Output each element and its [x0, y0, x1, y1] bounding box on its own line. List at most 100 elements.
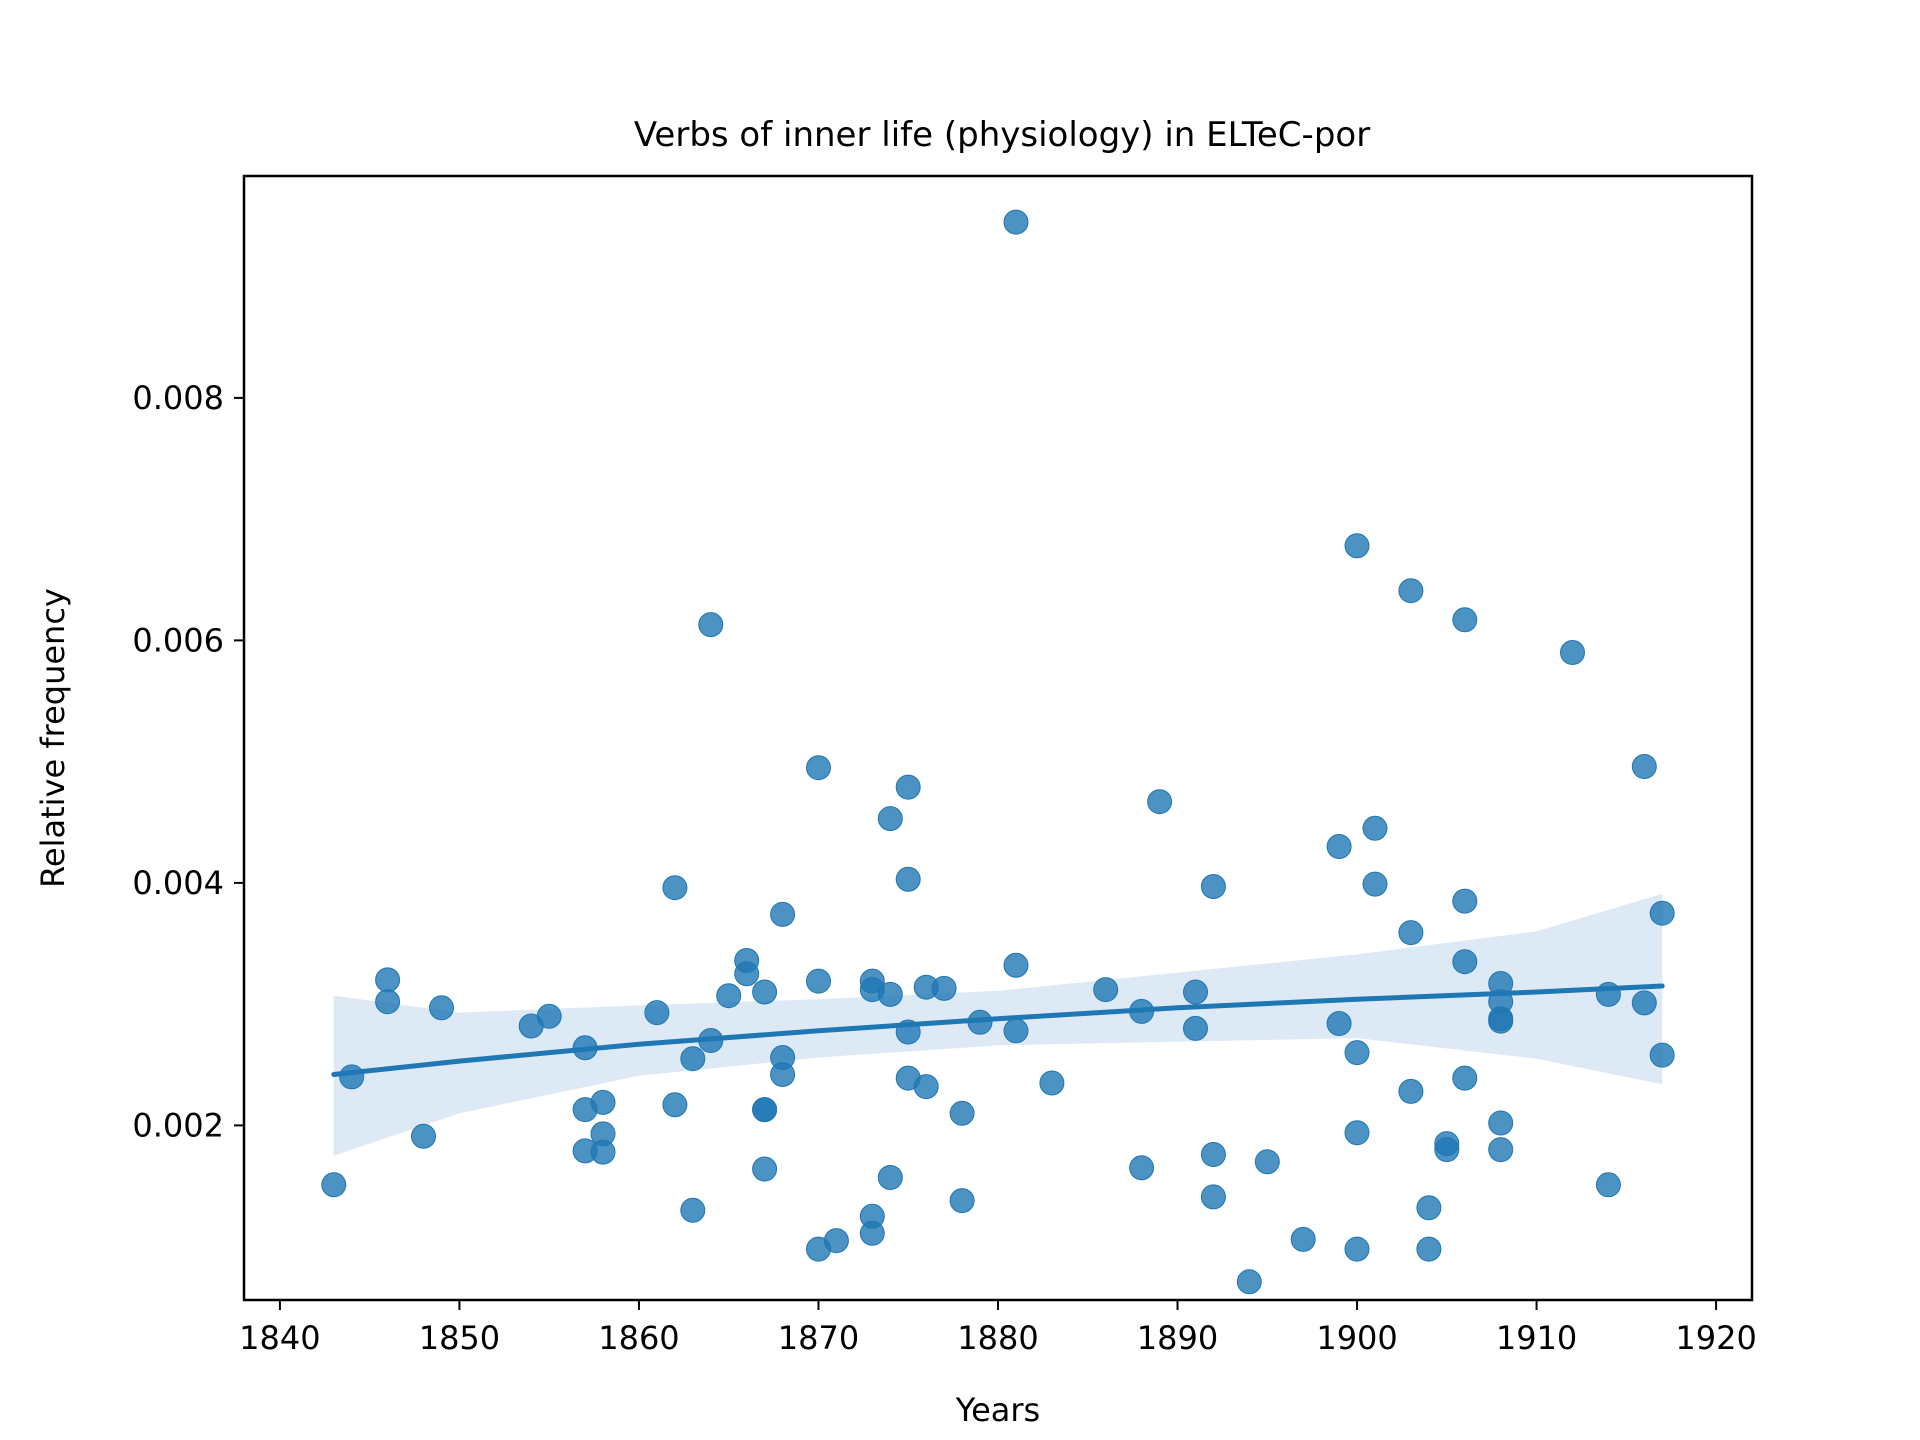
x-tick-label: 1900: [1316, 1319, 1397, 1357]
data-point: [823, 1228, 849, 1254]
x-tick-label: 1880: [957, 1319, 1038, 1357]
x-tick-label: 1920: [1675, 1319, 1756, 1357]
data-point: [877, 1165, 903, 1190]
data-point: [1488, 1137, 1514, 1163]
confidence-band: [333, 893, 1663, 1156]
data-point: [1488, 1110, 1514, 1136]
data-point: [1416, 1236, 1442, 1262]
data-point: [877, 806, 903, 832]
data-point: [931, 975, 957, 1001]
y-axis: 0.002 0.004 0.006 0.008: [132, 379, 244, 1144]
data-point: [1488, 1008, 1514, 1034]
data-point: [1416, 1195, 1442, 1221]
x-tick-label: 1860: [598, 1319, 679, 1357]
data-point: [1039, 1070, 1065, 1096]
data-point: [1326, 834, 1352, 859]
data-point: [716, 983, 742, 1009]
data-point: [662, 1092, 688, 1118]
data-point: [1200, 874, 1226, 899]
x-axis: 1840 1850 1860 1870 1880 1890 1900 1910 1920: [239, 1300, 1757, 1357]
data-point: [1398, 578, 1424, 604]
data-point: [1398, 920, 1424, 946]
data-point: [1290, 1226, 1316, 1252]
data-point: [1003, 209, 1029, 235]
data-point: [698, 612, 724, 638]
data-point: [590, 1089, 616, 1115]
data-point: [1093, 977, 1119, 1003]
data-point: [1254, 1149, 1280, 1175]
data-point: [1183, 979, 1208, 1005]
data-point: [1631, 990, 1657, 1016]
data-point: [429, 995, 454, 1021]
data-point: [770, 1062, 796, 1087]
y-axis-label: Relative frequency: [34, 588, 72, 888]
ci-band: [333, 893, 1663, 1156]
data-point: [752, 979, 778, 1005]
data-point: [375, 967, 401, 993]
data-point: [1362, 871, 1388, 897]
data-point: [1344, 1236, 1370, 1262]
data-point: [895, 774, 921, 800]
data-point: [1344, 1040, 1370, 1066]
data-point: [680, 1046, 706, 1072]
x-tick-label: 1870: [778, 1319, 859, 1357]
data-point: [1003, 952, 1029, 978]
data-point: [806, 968, 831, 994]
data-point: [806, 755, 831, 781]
data-point: [1452, 607, 1478, 633]
data-point: [1398, 1078, 1424, 1104]
data-point: [877, 981, 903, 1007]
data-point: [1344, 533, 1370, 559]
data-point: [1452, 888, 1478, 914]
data-point: [662, 875, 688, 901]
y-tick-label: 0.004: [132, 864, 224, 902]
data-point: [1129, 1155, 1155, 1181]
data-point: [1649, 900, 1675, 926]
y-tick-label: 0.006: [132, 621, 224, 659]
data-point: [752, 1097, 778, 1123]
x-tick-label: 1850: [419, 1319, 500, 1357]
plot-frame: [242, 174, 1754, 1302]
scatter-points: [321, 209, 1675, 1295]
chart-title: Verbs of inner life (physiology) in ELTe…: [634, 115, 1370, 155]
data-point: [949, 1188, 975, 1214]
data-point: [895, 866, 921, 892]
data-point: [1003, 1018, 1029, 1044]
data-point: [339, 1064, 365, 1090]
data-point: [1344, 1120, 1370, 1146]
y-tick-label: 0.008: [132, 379, 224, 417]
data-point: [1183, 1015, 1208, 1041]
data-point: [1147, 789, 1173, 815]
x-tick-label: 1910: [1496, 1319, 1577, 1357]
x-axis-label: Years: [955, 1391, 1040, 1429]
data-point: [913, 1074, 939, 1100]
data-point: [590, 1139, 616, 1165]
data-point: [644, 1000, 670, 1026]
x-tick-label: 1840: [239, 1319, 320, 1357]
data-point: [1362, 815, 1388, 841]
data-point: [734, 961, 760, 987]
data-point: [859, 1220, 885, 1246]
regression-line: [331, 983, 1665, 1077]
data-point: [1326, 1011, 1352, 1036]
data-point: [1200, 1142, 1226, 1167]
data-point: [949, 1100, 975, 1126]
x-tick-label: 1890: [1137, 1319, 1218, 1357]
y-tick-label: 0.002: [132, 1106, 224, 1144]
data-point: [1452, 1065, 1478, 1091]
data-point: [321, 1172, 347, 1198]
trend-line: [331, 983, 1665, 1077]
data-point: [1200, 1184, 1226, 1210]
data-point: [1595, 1172, 1621, 1198]
data-point: [1649, 1042, 1675, 1068]
data-point: [770, 901, 796, 927]
data-point: [1236, 1269, 1262, 1295]
data-point: [411, 1123, 436, 1149]
data-point: [1631, 754, 1657, 779]
data-point: [1434, 1137, 1460, 1163]
data-point: [375, 989, 401, 1015]
data-point: [752, 1156, 778, 1182]
data-point: [536, 1003, 562, 1029]
data-point: [680, 1197, 706, 1223]
